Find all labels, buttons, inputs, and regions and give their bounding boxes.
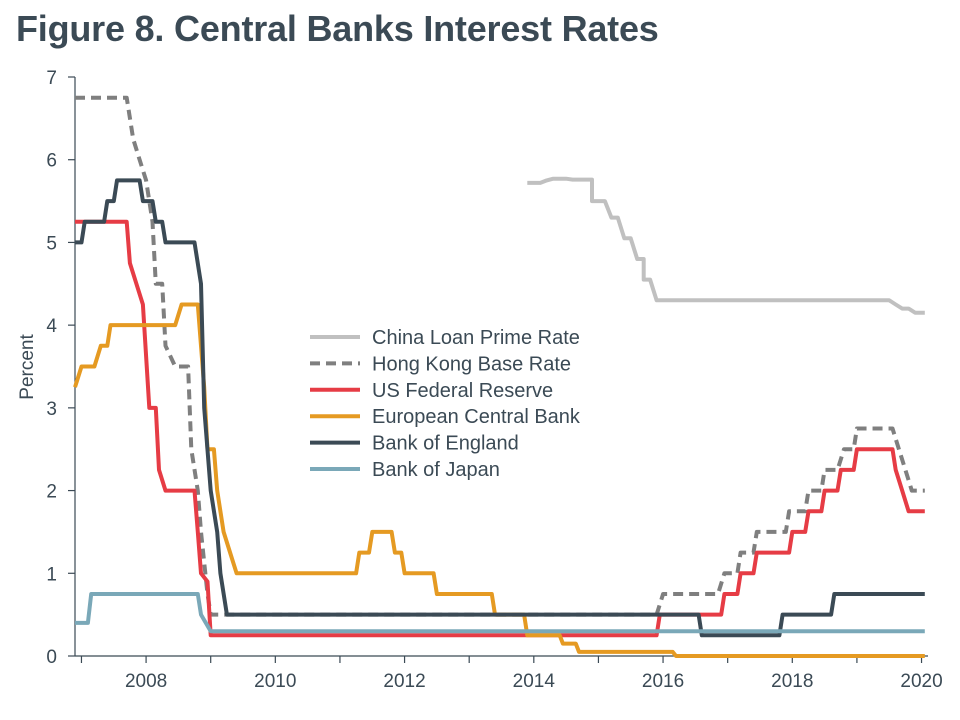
legend-label: Bank of England — [372, 433, 519, 455]
series-line-us-federal-reserve — [75, 219, 925, 638]
x-tick-label: 2018 — [771, 671, 813, 692]
x-tick-label: 2008 — [125, 671, 167, 692]
chart-series — [73, 95, 925, 658]
chart-legend: China Loan Prime Rate Hong Kong Base Rate… — [310, 327, 581, 481]
legend-label: China Loan Prime Rate — [372, 327, 580, 349]
y-tick-label: 2 — [46, 482, 57, 503]
y-axis-label: Percent — [17, 334, 38, 400]
y-tick-label: 3 — [46, 399, 57, 420]
chart-axes: 0 1 2 3 4 5 6 7 2008 2010 2012 2014 2016 2018 2020 — [46, 68, 942, 692]
x-tick-label: 2012 — [383, 671, 425, 692]
y-tick-label: 1 — [46, 564, 57, 585]
y-tick-label: 7 — [46, 68, 57, 89]
x-tick-label: 2016 — [642, 671, 684, 692]
x-tick-label: 2010 — [254, 671, 296, 692]
legend-label: Bank of Japan — [372, 459, 500, 481]
y-tick-label: 6 — [46, 151, 57, 172]
y-tick-label: 0 — [46, 647, 57, 668]
legend-label: US Federal Reserve — [372, 380, 553, 402]
series-line-bank-of-england — [75, 178, 925, 638]
series-line-bank-of-japan — [75, 592, 925, 634]
x-tick-label: 2014 — [513, 671, 556, 692]
legend-label: European Central Bank — [372, 406, 581, 428]
series-line-european-central-bank — [73, 302, 925, 658]
chart-title: Figure 8. Central Banks Interest Rates — [16, 8, 659, 49]
x-tick-label: 2020 — [900, 671, 942, 692]
series-line-china-loan-prime-rate — [527, 176, 925, 315]
series-line-hong-kong-base-rate — [75, 95, 925, 617]
legend-label: Hong Kong Base Rate — [372, 353, 571, 375]
y-tick-label: 4 — [46, 316, 57, 337]
y-tick-label: 5 — [46, 233, 57, 254]
